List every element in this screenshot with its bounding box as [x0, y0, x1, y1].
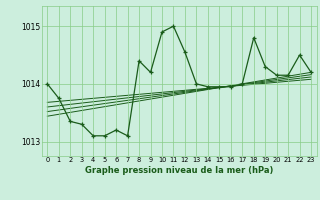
X-axis label: Graphe pression niveau de la mer (hPa): Graphe pression niveau de la mer (hPa): [85, 166, 273, 175]
